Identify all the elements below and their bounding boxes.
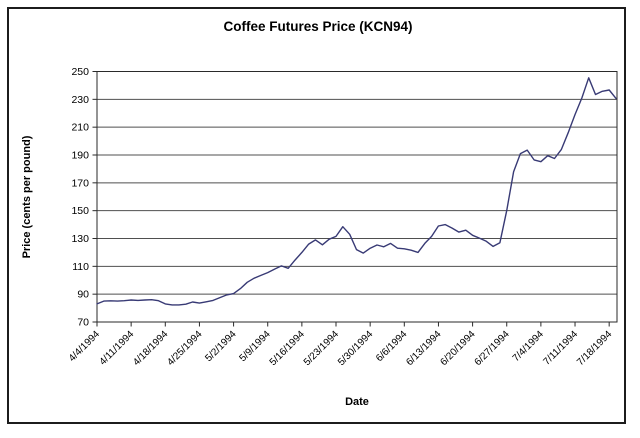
- x-axis-title: Date: [345, 396, 369, 408]
- x-tick-label: 6/13/1994: [404, 329, 444, 369]
- x-tick-label: 5/2/1994: [203, 329, 239, 365]
- x-tick-label: 4/25/1994: [165, 329, 205, 369]
- x-tick-label: 5/9/1994: [238, 329, 274, 365]
- x-tick-label: 4/18/1994: [131, 329, 171, 369]
- y-tick-label: 170: [71, 177, 89, 189]
- x-tick-label: 6/20/1994: [438, 329, 478, 369]
- x-tick-label: 7/18/1994: [575, 329, 615, 369]
- y-tick-label: 70: [77, 317, 89, 329]
- y-tick-label: 110: [72, 261, 89, 273]
- y-tick-label: 230: [71, 94, 89, 106]
- price-line: [96, 77, 617, 306]
- x-tick-label: 5/30/1994: [336, 329, 376, 369]
- y-tick-label: 250: [71, 66, 89, 78]
- x-tick-label: 4/4/1994: [67, 329, 103, 365]
- plot-frame: [96, 71, 618, 323]
- y-tick-label: 150: [71, 205, 89, 217]
- x-tick-label: 7/4/1994: [511, 329, 547, 365]
- y-tick-label: 130: [71, 233, 89, 245]
- y-tick-label: 90: [77, 289, 89, 301]
- x-tick-label: 5/23/1994: [302, 329, 342, 369]
- x-tick-label: 6/6/1994: [374, 329, 410, 365]
- y-tick-label: 210: [71, 122, 89, 134]
- x-tick-label: 6/27/1994: [473, 329, 513, 369]
- x-tick-label: 5/16/1994: [268, 329, 308, 369]
- chart-title: Coffee Futures Price (KCN94): [223, 19, 413, 34]
- x-tick-label: 7/11/1994: [541, 329, 580, 368]
- y-tick-label: 190: [71, 150, 89, 162]
- chart-border: [7, 7, 626, 424]
- x-tick-label: 4/11/1994: [98, 329, 137, 368]
